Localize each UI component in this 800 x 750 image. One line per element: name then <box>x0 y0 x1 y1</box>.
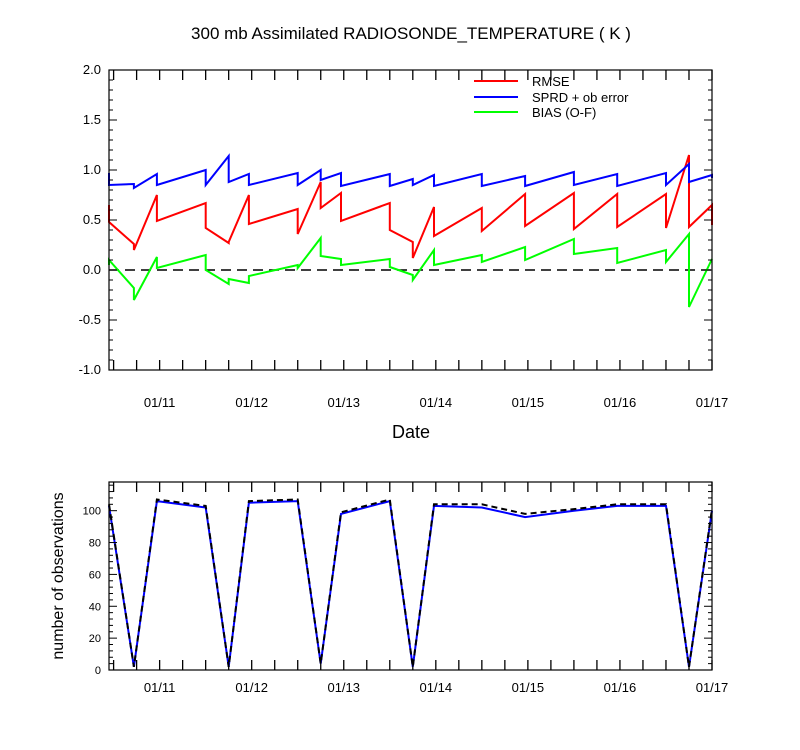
top-y-tick-label: 1.5 <box>83 112 101 127</box>
top-y-tick-labels: -1.0 -0.5 0.0 0.5 1.0 1.5 2.0 <box>79 62 101 377</box>
top-x-tick-labels: 01/11 01/12 01/13 01/14 01/15 01/16 01/17 <box>144 395 728 410</box>
bottom-y-tick-label: 80 <box>89 538 101 550</box>
top-panel: 300 mb Assimilated RADIOSONDE_TEMPERATUR… <box>79 24 729 442</box>
bottom-y-tick-label: 100 <box>83 506 101 518</box>
top-x-tick-label: 01/11 <box>144 395 176 410</box>
bottom-series-line-observations-used <box>108 499 713 667</box>
bottom-x-tick-label: 01/12 <box>235 680 268 695</box>
legend: RMSE SPRD + ob error BIAS (O-F) <box>474 74 629 120</box>
bottom-x-tick-label: 01/13 <box>327 680 360 695</box>
top-y-tick-label: 0.0 <box>83 262 101 277</box>
top-plot-frame <box>108 69 713 371</box>
bottom-x-tick-label: 01/16 <box>604 680 637 695</box>
bottom-y-tick-label: 0 <box>95 665 101 677</box>
top-y-tick-label: -1.0 <box>79 362 101 377</box>
bottom-x-tick-labels: 01/11 01/12 01/13 01/14 01/15 01/16 01/17 <box>144 680 728 695</box>
top-y-tick-label: 1.0 <box>83 162 101 177</box>
top-series-group <box>108 153 713 308</box>
top-x-tick-label: 01/17 <box>696 395 729 410</box>
bottom-y-tick-label: 60 <box>89 569 101 581</box>
bottom-axis-ticks <box>109 482 713 671</box>
top-y-tick-label: 2.0 <box>83 62 101 77</box>
bottom-y-tick-labels: 0 20 40 60 80 100 <box>83 506 101 677</box>
bottom-series-line-observations-possible <box>108 498 713 667</box>
top-x-tick-label: 01/13 <box>327 395 360 410</box>
bottom-x-tick-label: 01/15 <box>512 680 545 695</box>
legend-label-bias: BIAS (O-F) <box>532 105 596 120</box>
bottom-y-tick-label: 20 <box>89 633 101 645</box>
bottom-y-tick-label: 40 <box>89 601 101 613</box>
top-x-tick-label: 01/12 <box>235 395 268 410</box>
bottom-plot-frame <box>108 481 713 671</box>
bottom-x-tick-label: 01/14 <box>420 680 453 695</box>
bottom-x-tick-label: 01/17 <box>696 680 729 695</box>
legend-label-sprd: SPRD + ob error <box>532 90 629 105</box>
top-x-tick-label: 01/15 <box>512 395 545 410</box>
top-series-line-bias-o-f <box>108 231 713 308</box>
top-y-tick-label: -0.5 <box>79 312 101 327</box>
top-x-tick-label: 01/14 <box>420 395 453 410</box>
top-x-tick-label: 01/16 <box>604 395 637 410</box>
top-series-line-sprd-ob-error <box>108 153 713 190</box>
legend-label-rmse: RMSE <box>532 74 570 89</box>
bottom-series-group <box>108 498 713 667</box>
top-chart-title: 300 mb Assimilated RADIOSONDE_TEMPERATUR… <box>191 24 631 43</box>
top-x-axis-label: Date <box>392 422 430 442</box>
bottom-y-axis-label: number of observations <box>50 492 67 659</box>
top-series-line-rmse <box>108 154 713 259</box>
top-y-tick-label: 0.5 <box>83 212 101 227</box>
top-axis-ticks <box>109 69 713 371</box>
bottom-x-tick-label: 01/11 <box>144 680 176 695</box>
